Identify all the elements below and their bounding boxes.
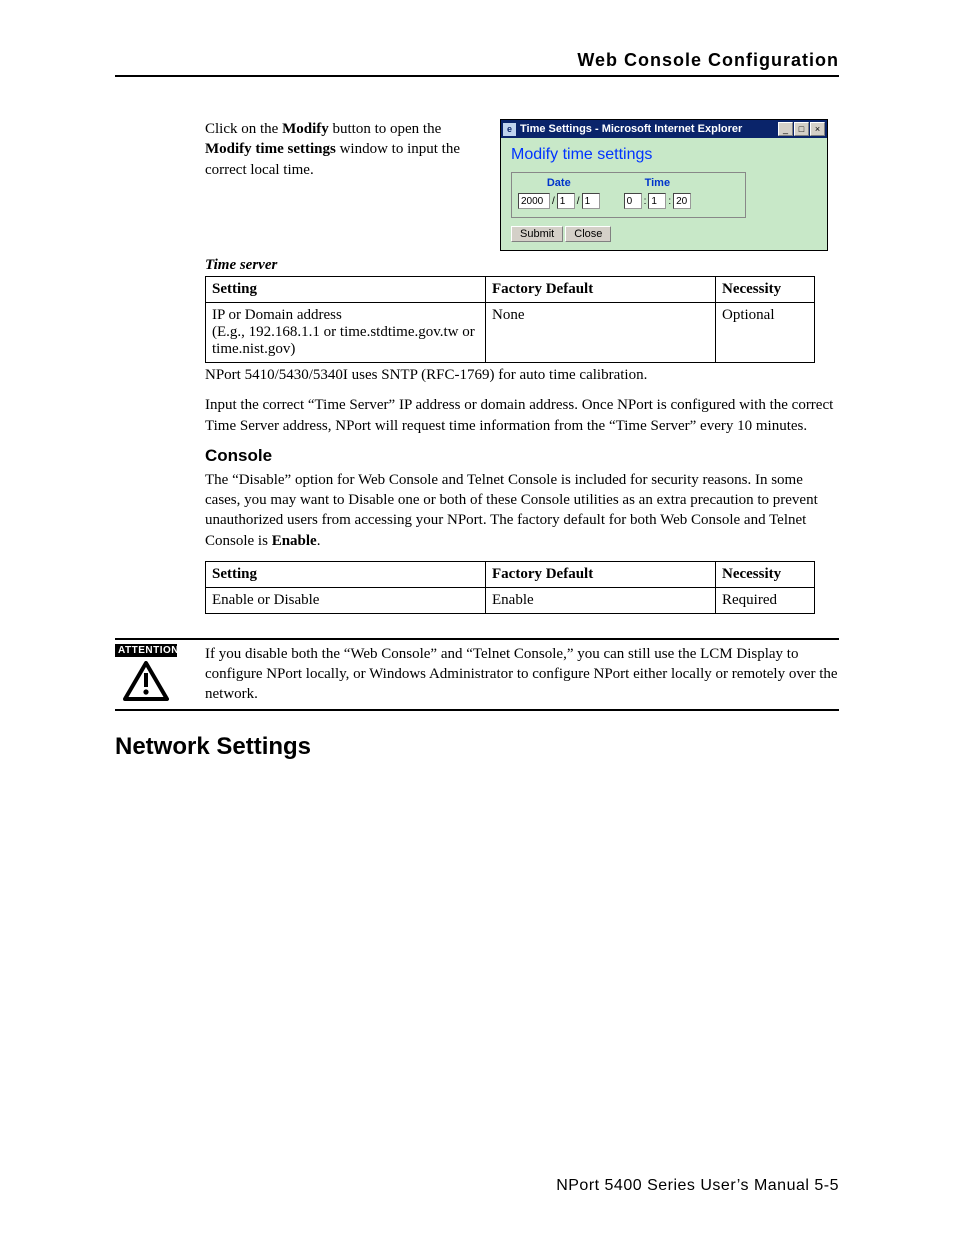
window-title: Time Settings - Microsoft Internet Explo… (520, 123, 778, 135)
console-para: The “Disable” option for Web Console and… (205, 470, 839, 551)
header-title: Web Console Configuration (577, 50, 839, 70)
attention-text: If you disable both the “Web Console” an… (183, 644, 839, 705)
date-sep1: / (552, 196, 555, 207)
rule-top (115, 638, 839, 640)
minimize-button[interactable]: _ (778, 122, 793, 136)
warning-icon (123, 661, 169, 701)
popup-buttons: Submit Close (511, 226, 817, 242)
datetime-box: Date / / Time : : (511, 172, 746, 218)
intro-bold1: Modify (282, 121, 329, 137)
time-server-heading: Time server (205, 257, 839, 274)
intro-t1: Click on the (205, 121, 282, 137)
month-input[interactable] (557, 193, 575, 209)
day-input[interactable] (582, 193, 600, 209)
close-button[interactable]: × (810, 122, 825, 136)
popup-heading: Modify time settings (511, 146, 817, 164)
sntp-note: NPort 5410/5430/5340I uses SNTP (RFC-176… (205, 365, 839, 385)
console-para-bold: Enable (272, 533, 317, 549)
table-row: IP or Domain address (E.g., 192.168.1.1 … (206, 303, 815, 363)
intro-text: Click on the Modify button to open the M… (205, 119, 500, 180)
window-titlebar: e Time Settings - Microsoft Internet Exp… (501, 120, 827, 138)
th-default: Factory Default (486, 277, 716, 303)
date-sep2: / (577, 196, 580, 207)
attention-label: ATTENTION (115, 644, 177, 657)
console-heading: Console (205, 446, 839, 466)
window-controls: _ □ × (778, 122, 825, 136)
time-inputs: : : (624, 193, 692, 209)
sec-input[interactable] (673, 193, 691, 209)
intro-bold2: Modify time settings (205, 141, 336, 157)
year-input[interactable] (518, 193, 550, 209)
network-settings-heading: Network Settings (115, 733, 839, 761)
time-sep1: : (644, 196, 647, 207)
date-col: Date / / (518, 177, 600, 209)
page-footer: NPort 5400 Series User’s Manual 5-5 (0, 1177, 839, 1195)
time-label: Time (624, 177, 692, 189)
attention-block: ATTENTION If you disable both the “Web C… (115, 644, 839, 705)
th-necessity: Necessity (716, 561, 815, 587)
td-necessity: Required (716, 587, 815, 613)
td-default: None (486, 303, 716, 363)
date-inputs: / / (518, 193, 600, 209)
min-input[interactable] (648, 193, 666, 209)
th-necessity: Necessity (716, 277, 815, 303)
td-default: Enable (486, 587, 716, 613)
table-header-row: Setting Factory Default Necessity (206, 277, 815, 303)
time-sep2: : (668, 196, 671, 207)
td-necessity: Optional (716, 303, 815, 363)
date-label: Date (518, 177, 600, 189)
time-server-para: Input the correct “Time Server” IP addre… (205, 395, 839, 436)
popup-close-button[interactable]: Close (565, 226, 611, 242)
td-setting: IP or Domain address (E.g., 192.168.1.1 … (206, 303, 486, 363)
window-body: Modify time settings Date / / Time (501, 138, 827, 250)
console-table: Setting Factory Default Necessity Enable… (205, 561, 815, 614)
time-server-table: Setting Factory Default Necessity IP or … (205, 276, 815, 363)
rule-bottom (115, 709, 839, 711)
ie-icon: e (503, 123, 516, 136)
submit-button[interactable]: Submit (511, 226, 563, 242)
intro-row: Click on the Modify button to open the M… (205, 119, 839, 251)
setting-l1: IP or Domain address (212, 307, 479, 324)
setting-l2: (E.g., 192.168.1.1 or time.stdtime.gov.t… (212, 324, 479, 358)
table-row: Enable or Disable Enable Required (206, 587, 815, 613)
attention-left: ATTENTION (115, 644, 177, 701)
page-header: Web Console Configuration (115, 50, 839, 77)
time-col: Time : : (624, 177, 692, 209)
th-default: Factory Default (486, 561, 716, 587)
time-settings-window: e Time Settings - Microsoft Internet Exp… (500, 119, 828, 251)
hour-input[interactable] (624, 193, 642, 209)
th-setting: Setting (206, 277, 486, 303)
console-para-b: . (317, 533, 321, 549)
th-setting: Setting (206, 561, 486, 587)
maximize-button[interactable]: □ (794, 122, 809, 136)
td-setting: Enable or Disable (206, 587, 486, 613)
intro-t2: button to open the (329, 121, 442, 137)
table-header-row: Setting Factory Default Necessity (206, 561, 815, 587)
